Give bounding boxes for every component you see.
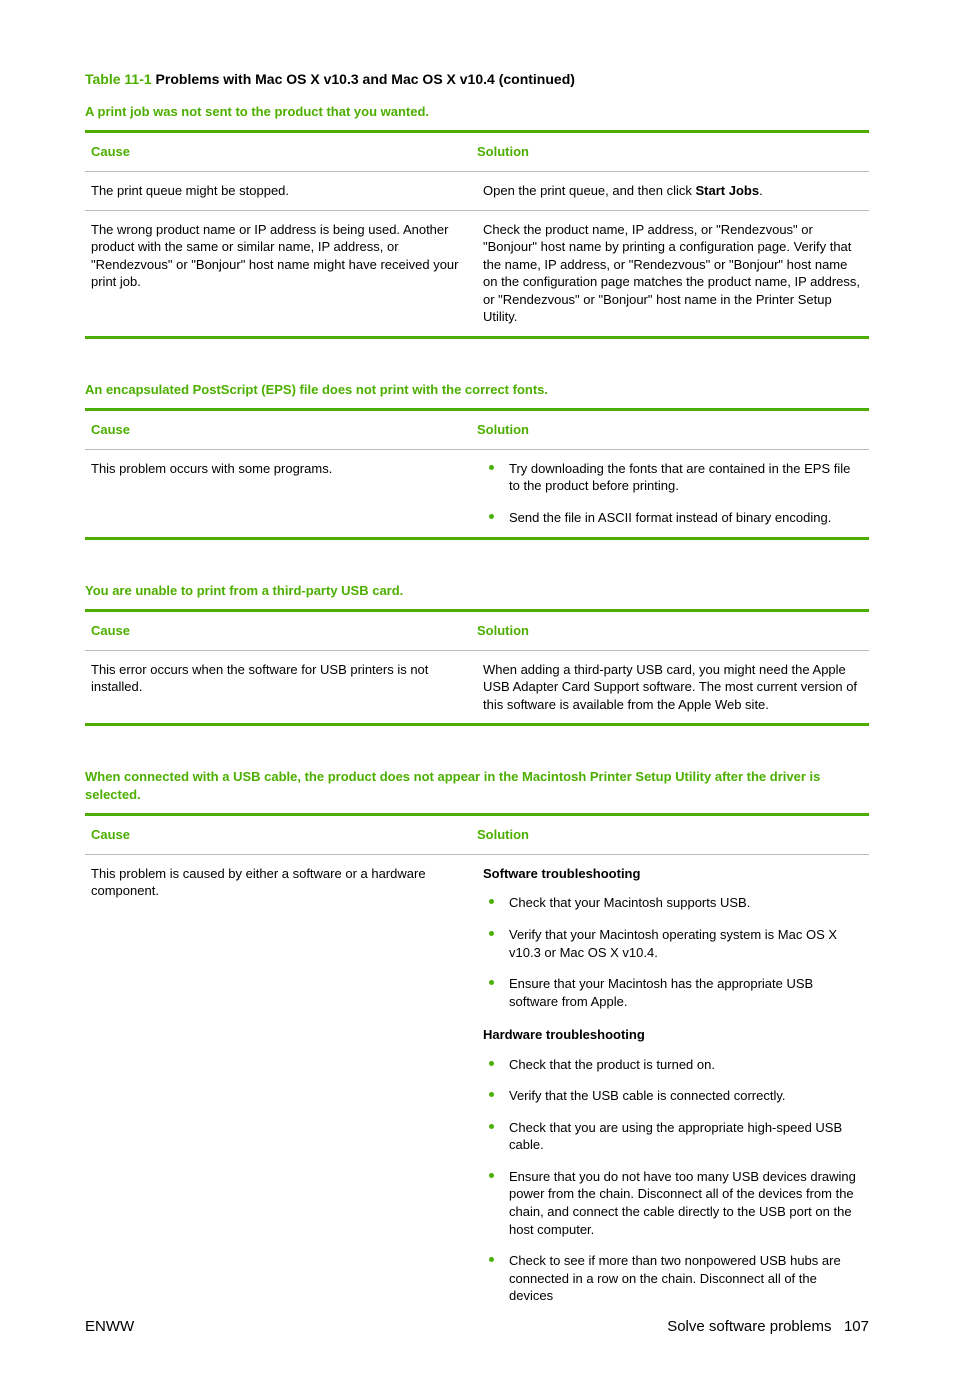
footer-right: Solve software problems 107: [667, 1317, 869, 1337]
table-row: The print queue might be stopped. Open t…: [85, 172, 869, 210]
rule-thick: [85, 537, 869, 540]
cell-cause: The wrong product name or IP address is …: [91, 221, 483, 326]
table-title-text: Problems with Mac OS X v10.3 and Mac OS …: [152, 71, 575, 87]
problem-section-3: You are unable to print from a third-par…: [85, 582, 869, 727]
cell-cause: This problem occurs with some programs.: [91, 460, 483, 527]
cell-solution: When adding a third-party USB card, you …: [483, 661, 863, 714]
list-item: Check to see if more than two nonpowered…: [483, 1252, 863, 1305]
rule-thick: [85, 336, 869, 339]
problem-heading: You are unable to print from a third-par…: [85, 582, 869, 600]
solution-text-post: .: [759, 183, 763, 198]
problem-section-2: An encapsulated PostScript (EPS) file do…: [85, 381, 869, 540]
problem-section-4: When connected with a USB cable, the pro…: [85, 768, 869, 1314]
footer-left: ENWW: [85, 1317, 134, 1337]
document-page: Table 11-1 Problems with Mac OS X v10.3 …: [0, 0, 954, 1397]
header-cause: Cause: [91, 622, 477, 640]
solution-subheading: Hardware troubleshooting: [483, 1026, 863, 1044]
table-title: Table 11-1 Problems with Mac OS X v10.3 …: [85, 70, 869, 89]
list-item: Ensure that your Macintosh has the appro…: [483, 975, 863, 1010]
table-title-prefix: Table 11-1: [85, 71, 152, 87]
header-solution: Solution: [477, 622, 863, 640]
list-item: Check that you are using the appropriate…: [483, 1119, 863, 1154]
header-cause: Cause: [91, 143, 477, 161]
table-header-row: Cause Solution: [85, 816, 869, 854]
table-row: This problem is caused by either a softw…: [85, 855, 869, 1315]
bullet-list: Try downloading the fonts that are conta…: [483, 460, 863, 527]
page-footer: ENWW Solve software problems 107: [85, 1317, 869, 1337]
solution-subheading: Software troubleshooting: [483, 865, 863, 883]
list-item: Ensure that you do not have too many USB…: [483, 1168, 863, 1238]
list-item: Try downloading the fonts that are conta…: [483, 460, 863, 495]
table-header-row: Cause Solution: [85, 612, 869, 650]
cell-solution: Software troubleshooting Check that your…: [483, 865, 863, 1305]
table-row: The wrong product name or IP address is …: [85, 211, 869, 336]
solution-text-bold: Start Jobs: [695, 183, 759, 198]
list-item: Check that the product is turned on.: [483, 1056, 863, 1074]
cell-solution: Open the print queue, and then click Sta…: [483, 182, 863, 200]
list-item: Verify that the USB cable is connected c…: [483, 1087, 863, 1105]
list-item: Verify that your Macintosh operating sys…: [483, 926, 863, 961]
table-row: This error occurs when the software for …: [85, 651, 869, 724]
table-row: This problem occurs with some programs. …: [85, 450, 869, 537]
footer-page-number: 107: [844, 1318, 869, 1335]
solution-text-pre: Open the print queue, and then click: [483, 183, 695, 198]
table-header-row: Cause Solution: [85, 411, 869, 449]
bullet-list: Check that the product is turned on. Ver…: [483, 1056, 863, 1305]
problem-heading: When connected with a USB cable, the pro…: [85, 768, 869, 803]
cell-solution: Check the product name, IP address, or "…: [483, 221, 863, 326]
header-solution: Solution: [477, 421, 863, 439]
header-cause: Cause: [91, 421, 477, 439]
problem-heading: A print job was not sent to the product …: [85, 103, 869, 121]
cell-cause: This error occurs when the software for …: [91, 661, 483, 714]
list-item: Check that your Macintosh supports USB.: [483, 894, 863, 912]
header-solution: Solution: [477, 826, 863, 844]
bullet-list: Check that your Macintosh supports USB. …: [483, 894, 863, 1010]
problem-heading: An encapsulated PostScript (EPS) file do…: [85, 381, 869, 399]
cell-cause: This problem is caused by either a softw…: [91, 865, 483, 1305]
list-item: Send the file in ASCII format instead of…: [483, 509, 863, 527]
cell-solution: Try downloading the fonts that are conta…: [483, 460, 863, 527]
header-solution: Solution: [477, 143, 863, 161]
cell-cause: The print queue might be stopped.: [91, 182, 483, 200]
footer-section-title: Solve software problems: [667, 1318, 831, 1335]
problem-section-1: A print job was not sent to the product …: [85, 103, 869, 339]
header-cause: Cause: [91, 826, 477, 844]
table-header-row: Cause Solution: [85, 133, 869, 171]
rule-thick: [85, 723, 869, 726]
